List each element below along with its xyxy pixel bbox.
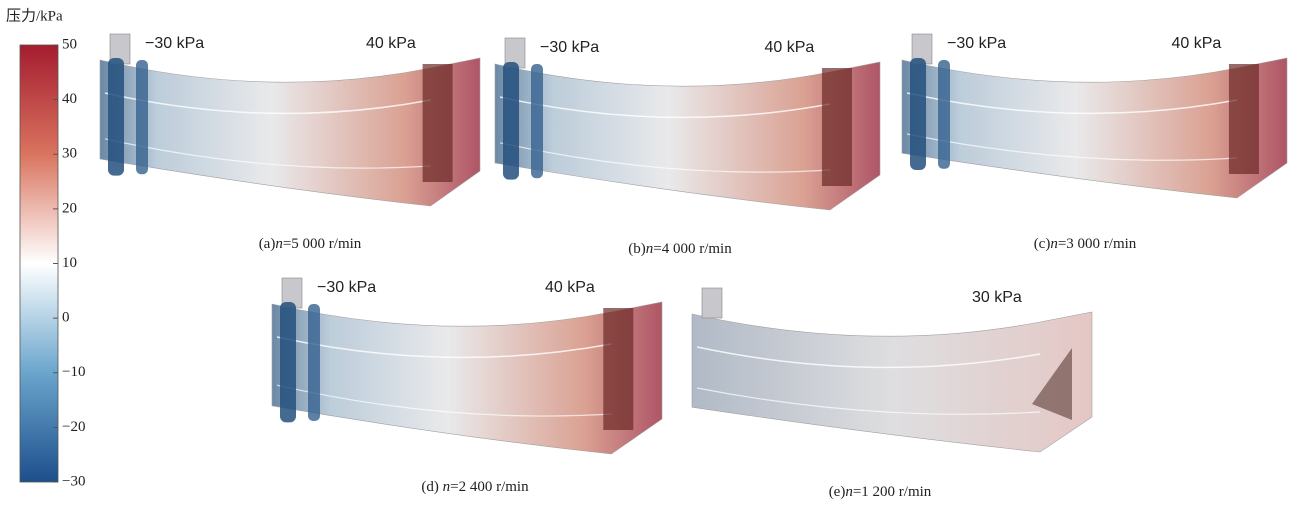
panel-caption: (c)n=3 000 r/min (1034, 236, 1137, 252)
colorbar-tick-label: 50 (62, 36, 77, 52)
channel-edge (104, 92, 431, 115)
caption-variable: n (646, 241, 654, 257)
caption-prefix: (e) (829, 484, 846, 500)
caption-prefix: (d) (421, 479, 442, 495)
caption-rest: =4 000 r/min (653, 241, 732, 257)
channel-edge (906, 133, 1237, 161)
caption-variable: n (443, 479, 451, 495)
vortex-high (1032, 348, 1072, 420)
colorbar-tick-label: −30 (62, 473, 85, 489)
pressure-annotation: −30 kPa (145, 35, 204, 52)
colorbar-tick-label: 40 (62, 91, 77, 107)
vortex-low (910, 58, 926, 170)
vortex-high (1228, 64, 1259, 174)
colorbar-tick-label: −10 (62, 364, 85, 380)
channel-edge (276, 336, 612, 359)
pressure-annotation: −30 kPa (947, 35, 1006, 52)
pressure-annotation: 40 kPa (366, 35, 416, 52)
panel-caption: (b)n=4 000 r/min (628, 241, 732, 257)
panel-caption: (d) n=2 400 r/min (421, 479, 529, 495)
caption-rest: =1 200 r/min (853, 484, 932, 500)
channel-edge (276, 384, 612, 417)
caption-rest: =3 000 r/min (1058, 236, 1137, 252)
vortex-low (136, 60, 148, 175)
pressure-annotation: −30 kPa (317, 279, 376, 296)
panel-caption: (a)n=5 000 r/min (259, 236, 362, 252)
channel-edge (906, 92, 1238, 115)
vortex-low (503, 62, 519, 180)
channel-edge (696, 346, 1041, 369)
caption-variable: n (845, 484, 853, 500)
caption-prefix: (c) (1034, 236, 1051, 252)
impeller-channel (494, 61, 881, 211)
colorbar-title: 压力/kPa (6, 7, 63, 24)
channel-edge (499, 96, 831, 119)
channel-edge (696, 387, 1041, 415)
pressure-annotation: 40 kPa (1172, 35, 1222, 52)
pressure-annotation: 40 kPa (545, 279, 595, 296)
vortex-high (821, 68, 852, 186)
colorbar-tick-label: 30 (62, 146, 77, 162)
vortex-low (938, 60, 950, 169)
pressure-annotation: 40 kPa (765, 39, 815, 56)
vortex-low (280, 302, 296, 423)
caption-prefix: (a) (259, 236, 276, 252)
caption-prefix: (b) (628, 241, 646, 257)
pressure-annotation: 30 kPa (972, 289, 1022, 306)
impeller-channel (99, 57, 481, 207)
caption-rest: =5 000 r/min (283, 236, 362, 252)
colorbar-tick-label: 10 (62, 255, 77, 271)
pressure-annotation: −30 kPa (540, 39, 599, 56)
impeller-channel (691, 311, 1093, 453)
caption-variable: n (1050, 236, 1058, 252)
caption-variable: n (275, 236, 283, 252)
inlet-pipe (701, 287, 723, 319)
caption-rest: =2 400 r/min (450, 479, 529, 495)
panel-caption: (e)n=1 200 r/min (829, 484, 932, 500)
vortex-high (422, 64, 453, 182)
vortex-high (603, 308, 634, 430)
channel-edge (499, 142, 830, 173)
channel-edge (104, 138, 431, 169)
vortex-low (308, 304, 320, 421)
colorbar-tick-label: 20 (62, 200, 77, 216)
vortex-low (531, 64, 543, 179)
impeller-channel (901, 57, 1288, 199)
colorbar-tick-label: −20 (62, 419, 85, 435)
vortex-low (108, 58, 124, 176)
colorbar (19, 44, 59, 483)
colorbar-tick-label: 0 (62, 310, 70, 326)
